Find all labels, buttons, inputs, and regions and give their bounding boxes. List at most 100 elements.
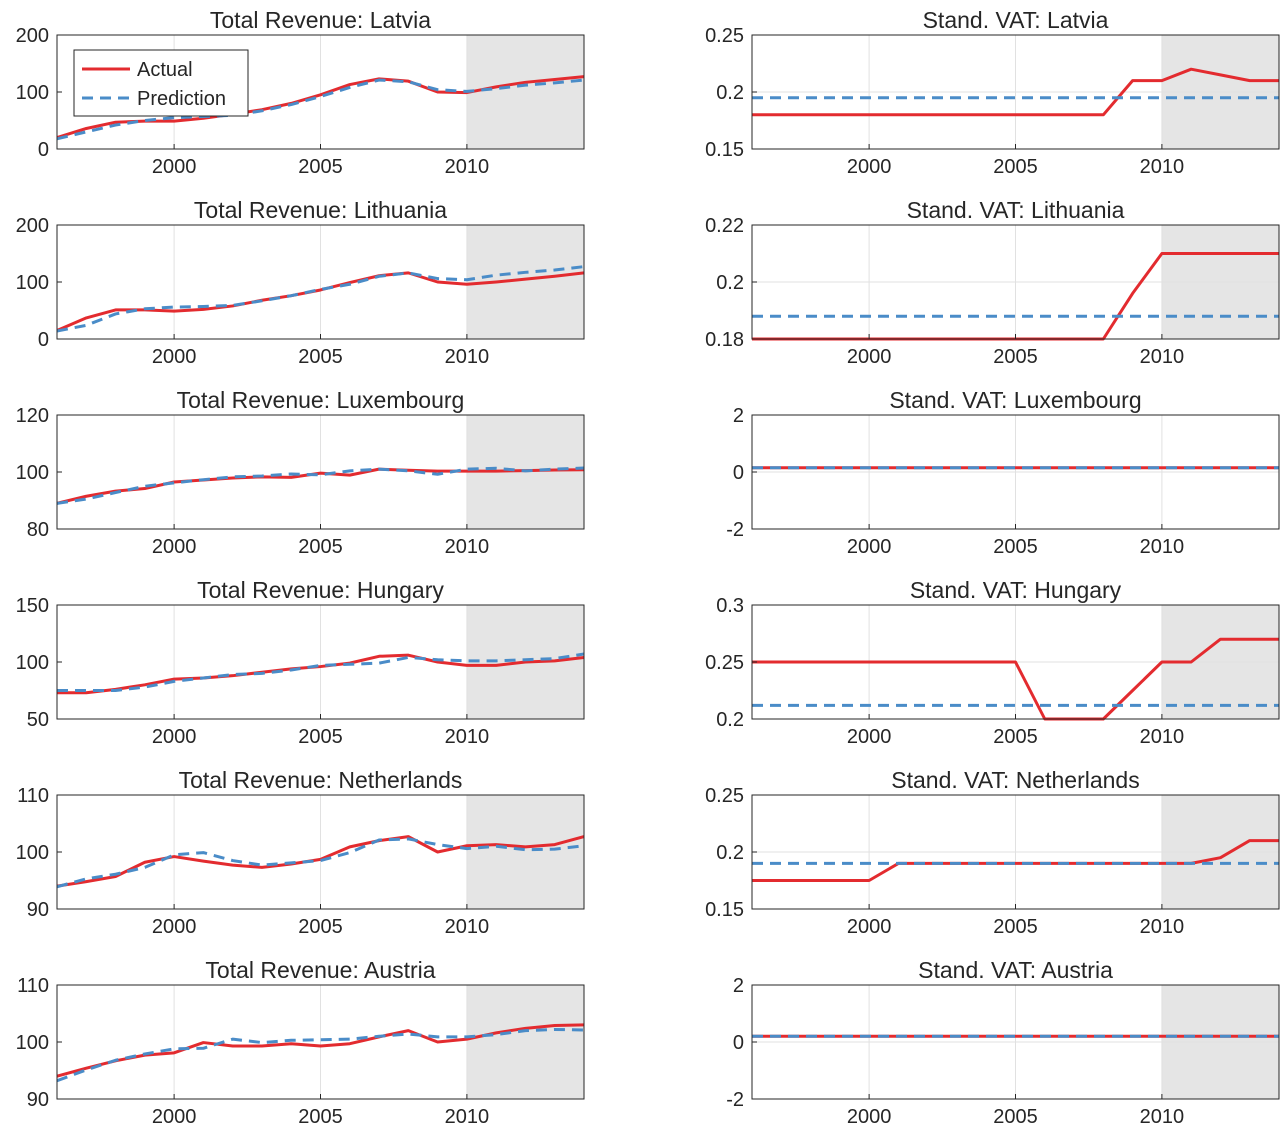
panel-8: 2000 2005 2010 0.2 0.25 0.3 Stand. VAT: Hungar…	[705, 577, 1280, 748]
y-tick-label: 0	[38, 139, 49, 161]
panel-5: 2000 2005 2010 80 100 120 Total Revenue: Luxem…	[16, 387, 585, 558]
legend-box	[73, 49, 249, 117]
x-tick-label: 2010	[445, 536, 490, 558]
chart-title: Stand. VAT: Luxembourg	[889, 387, 1141, 413]
panel-9: 2000 2005 2010 90 100 110 Total Revenue: Nethe…	[16, 767, 585, 938]
chart-title: Total Revenue: Netherlands	[179, 767, 463, 793]
series-prediction-line	[57, 652, 584, 692]
x-tick-label: 2000	[847, 346, 892, 368]
x-tick-label: 2010	[445, 156, 490, 178]
x-tick-label: 2000	[152, 726, 197, 748]
y-tick-label: 100	[16, 1032, 49, 1054]
y-tick-label: 150	[16, 595, 49, 617]
y-tick-label: -2	[726, 519, 744, 541]
x-tick-label: 2005	[993, 726, 1038, 748]
x-tick-label: 2010	[1140, 916, 1185, 938]
y-tick-label: 100	[16, 82, 49, 104]
y-tick-label: 110	[17, 785, 49, 807]
panel-4: 2000 2005 2010 0.18 0.2 0.22 Stand. VAT: Lithu…	[705, 197, 1280, 368]
y-tick-label: 0	[733, 1032, 744, 1054]
x-tick-label: 2005	[993, 536, 1038, 558]
series-prediction-line	[57, 265, 584, 333]
legend: Actual Prediction	[73, 49, 249, 117]
x-tick-label: 2000	[847, 1106, 892, 1128]
chart-title: Total Revenue: Luxembourg	[177, 387, 465, 413]
y-tick-label: 0.25	[705, 652, 744, 674]
x-tick-label: 2010	[445, 346, 490, 368]
series-actual-line	[752, 67, 1279, 117]
y-tick-label: 0.3	[716, 595, 744, 617]
y-tick-label: 0.25	[705, 785, 744, 807]
x-tick-label: 2005	[298, 346, 343, 368]
y-tick-label: 100	[16, 842, 49, 864]
y-tick-label: 100	[16, 652, 49, 674]
x-tick-label: 2010	[1140, 536, 1185, 558]
x-tick-label: 2000	[847, 156, 892, 178]
x-tick-label: 2005	[298, 156, 343, 178]
chart-title: Stand. VAT: Lithuania	[907, 197, 1125, 223]
panel-7: 2000 2005 2010 50 100 150 Total Revenue: Hunga…	[16, 577, 585, 748]
forecast-shade	[466, 985, 584, 1099]
y-tick-label: 200	[16, 215, 49, 237]
y-tick-label: 200	[16, 25, 49, 47]
y-tick-label: 80	[27, 519, 49, 541]
chart-title: Total Revenue: Lithuania	[194, 197, 447, 223]
x-tick-label: 2010	[1140, 346, 1185, 368]
series-actual-line	[752, 637, 1279, 721]
panel-10: 2000 2005 2010 0.15 0.2 0.25 Stand. VAT: Nethe…	[705, 767, 1280, 938]
y-tick-label: 120	[16, 405, 49, 427]
panel-6: 2000 2005 2010 -2 0 2 Stand. VAT: Luxembourg	[726, 387, 1280, 558]
x-tick-label: 2005	[298, 916, 343, 938]
x-tick-label: 2000	[847, 916, 892, 938]
chart-title: Total Revenue: Hungary	[197, 577, 444, 603]
x-tick-label: 2005	[993, 916, 1038, 938]
x-tick-label: 2000	[847, 536, 892, 558]
x-tick-label: 2000	[847, 726, 892, 748]
y-tick-label: 50	[27, 709, 49, 731]
x-tick-label: 2010	[1140, 726, 1185, 748]
x-tick-label: 2000	[152, 916, 197, 938]
y-tick-label: 0.25	[705, 25, 744, 47]
y-tick-label: 100	[16, 272, 49, 294]
y-tick-label: 0.15	[705, 899, 744, 921]
y-tick-label: 110	[17, 975, 49, 997]
panel-3: 2000 2005 2010 0 100 200 Total Revenue: Lithua…	[16, 197, 585, 368]
series-prediction-line	[57, 466, 584, 505]
chart-title: Total Revenue: Latvia	[210, 7, 431, 33]
y-tick-label: 0.2	[716, 82, 744, 104]
x-tick-label: 2005	[298, 1106, 343, 1128]
x-tick-label: 2005	[993, 1106, 1038, 1128]
y-tick-label: 2	[733, 975, 744, 997]
x-tick-label: 2005	[993, 156, 1038, 178]
series-prediction-line	[57, 837, 584, 889]
x-tick-label: 2010	[445, 1106, 490, 1128]
x-tick-label: 2005	[298, 726, 343, 748]
x-tick-label: 2000	[152, 1106, 197, 1128]
y-tick-label: 0	[38, 329, 49, 351]
x-tick-label: 2005	[993, 346, 1038, 368]
y-tick-label: 0.18	[705, 329, 744, 351]
panel-2: 2000 2005 2010 0.15 0.2 0.25 Stand. VAT: Latvi…	[705, 7, 1280, 178]
y-tick-label: 0.2	[716, 709, 744, 731]
x-tick-label: 2010	[1140, 1106, 1185, 1128]
series-actual-line	[57, 75, 584, 140]
x-tick-label: 2005	[298, 536, 343, 558]
x-tick-label: 2000	[152, 346, 197, 368]
series-actual-line	[57, 653, 584, 695]
series-actual-line	[57, 467, 584, 505]
x-tick-label: 2010	[1140, 156, 1185, 178]
chart-title: Stand. VAT: Latvia	[923, 7, 1109, 33]
y-tick-label: -2	[726, 1089, 744, 1111]
x-tick-label: 2000	[152, 156, 197, 178]
panel-1: 2000 2005 2010 0 100 200 Total Revenue: Latvia	[16, 7, 585, 178]
x-tick-label: 2010	[445, 726, 490, 748]
y-tick-label: 0.15	[705, 139, 744, 161]
x-tick-label: 2000	[152, 536, 197, 558]
y-tick-label: 0	[733, 462, 744, 484]
legend-actual-label: Actual	[137, 59, 193, 81]
y-tick-label: 0.2	[716, 272, 744, 294]
chart-title: Stand. VAT: Hungary	[910, 577, 1122, 603]
y-tick-label: 90	[27, 1089, 49, 1111]
chart-title: Stand. VAT: Netherlands	[891, 767, 1139, 793]
